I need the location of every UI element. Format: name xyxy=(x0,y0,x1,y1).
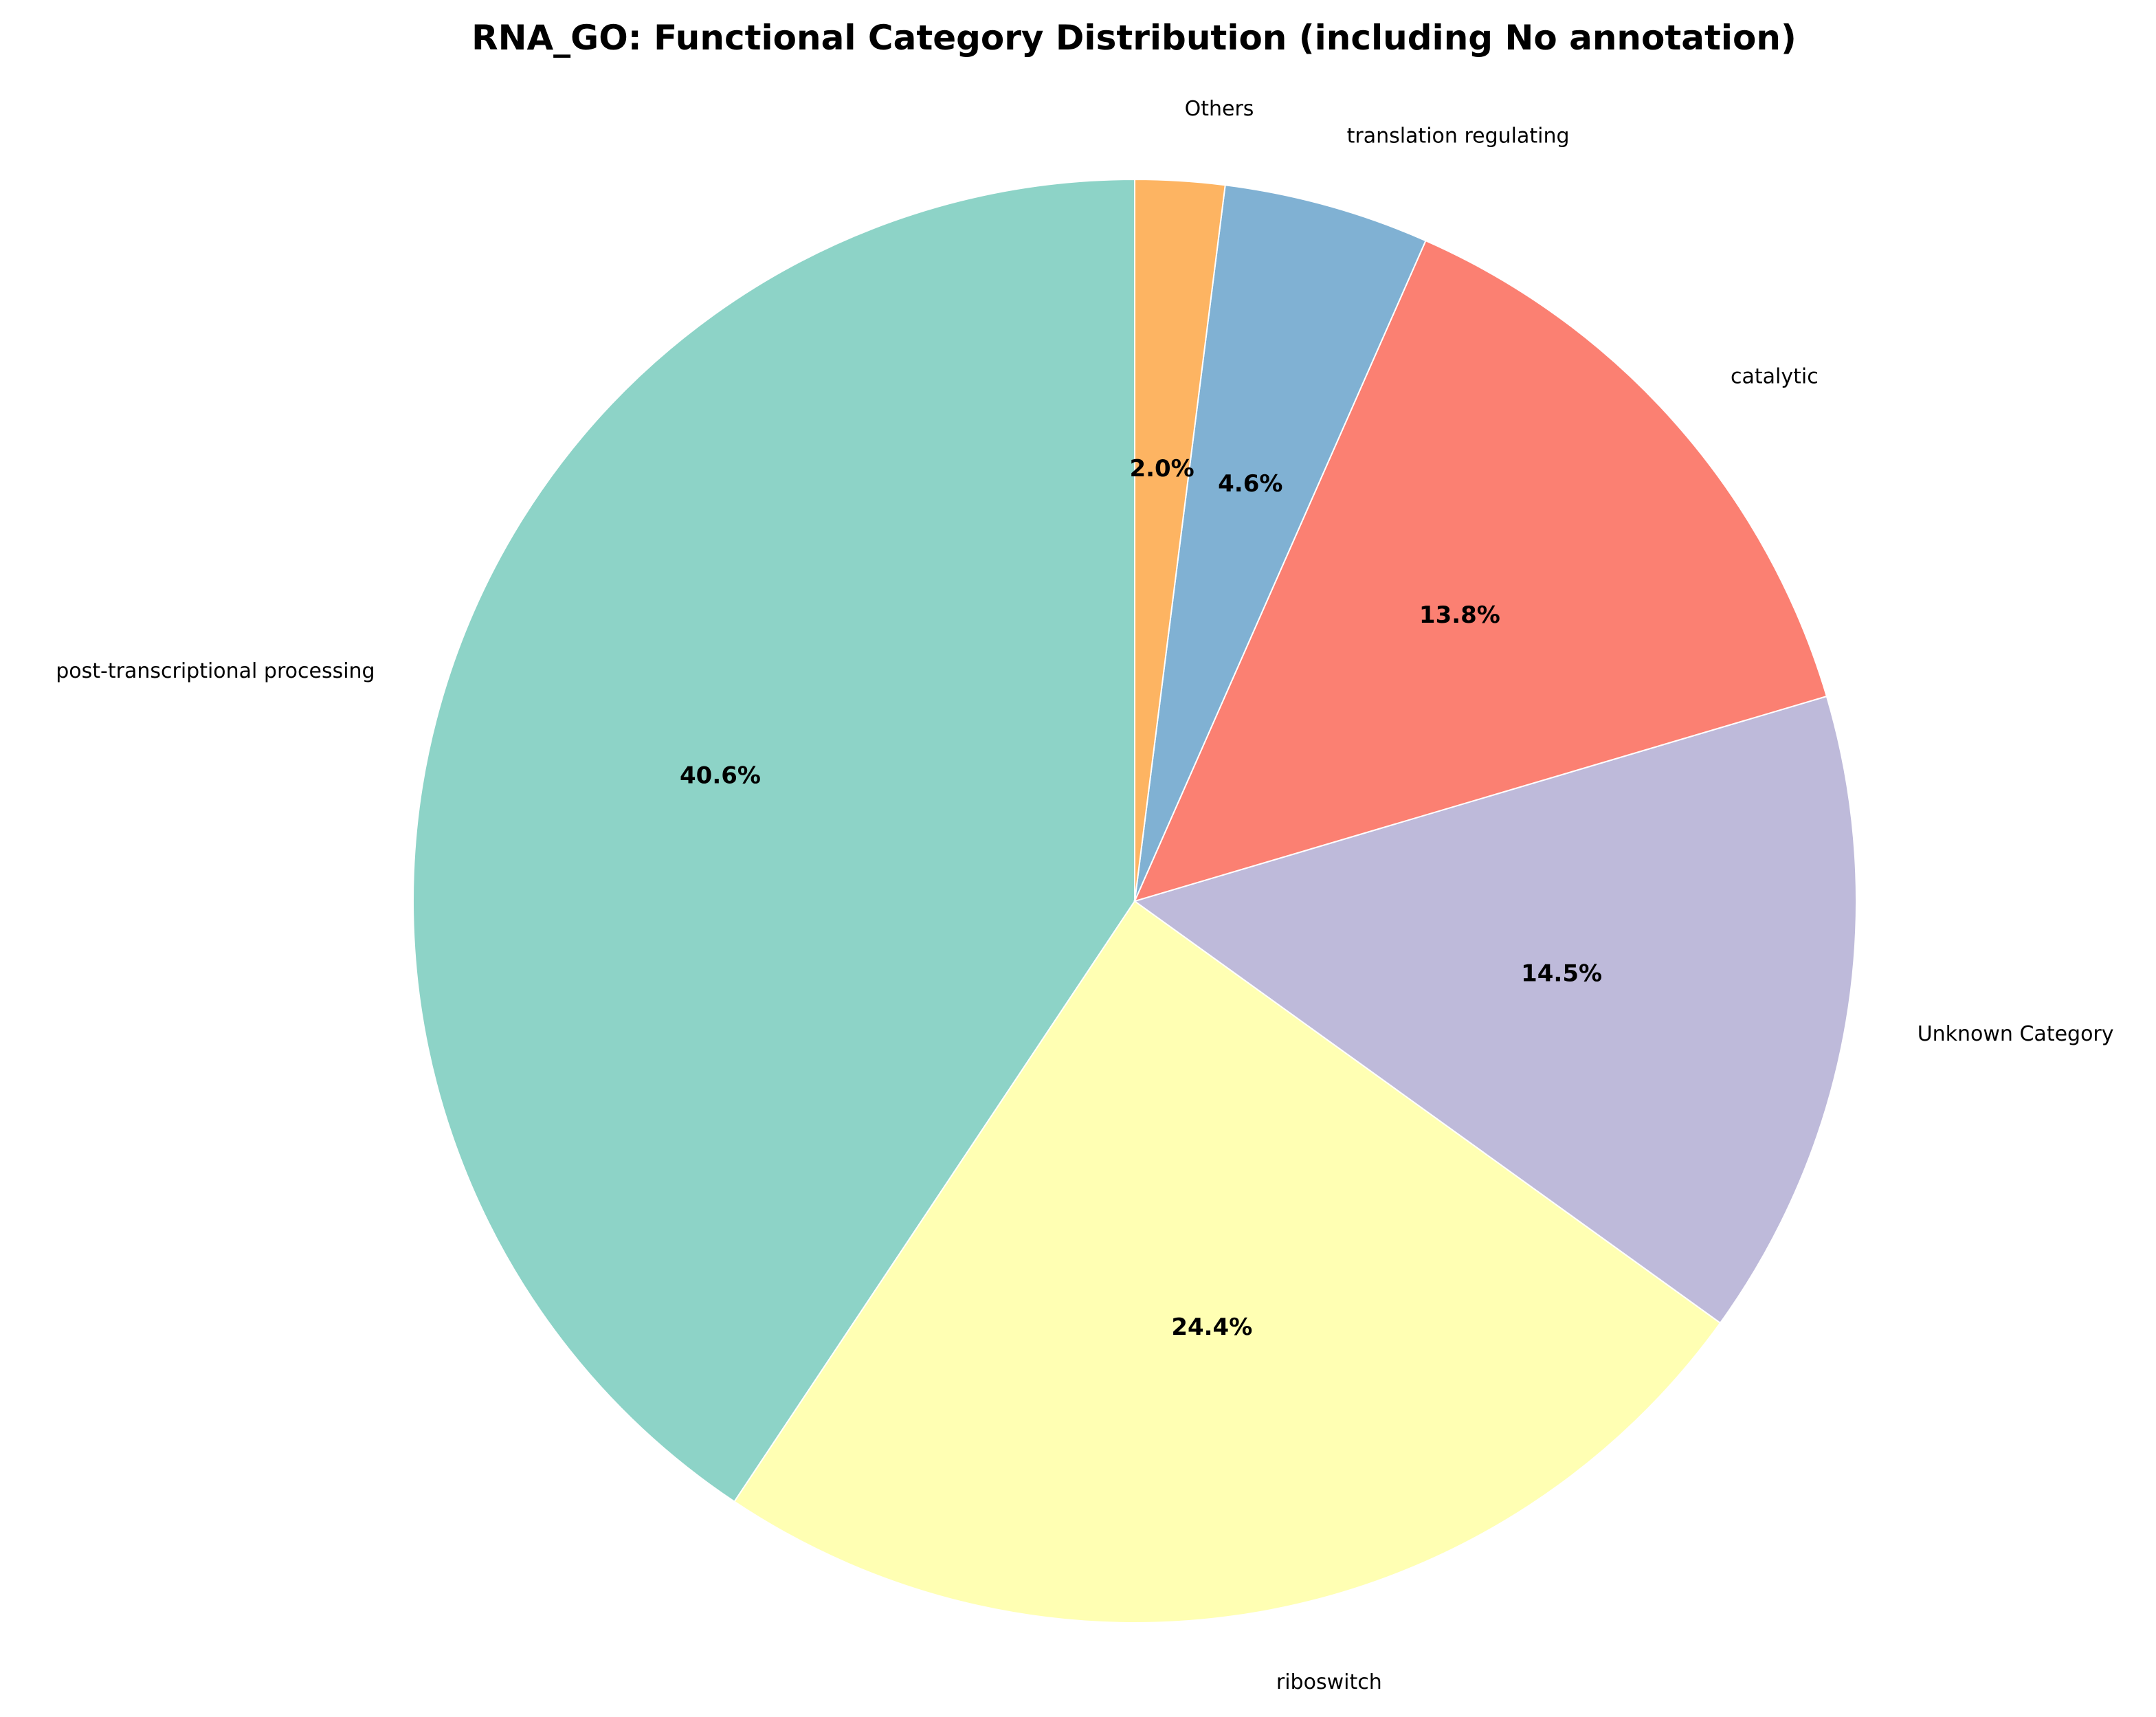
chart-title: RNA_GO: Functional Category Distribution… xyxy=(471,18,1797,58)
pie-slice-translation-regulating xyxy=(1134,184,1427,902)
pie-slices xyxy=(412,178,1857,1624)
slice-percent-translation-regulating: 4.6% xyxy=(1218,470,1282,498)
slice-label-catalytic: catalytic xyxy=(1731,364,1819,388)
pie-slice-catalytic xyxy=(1133,239,1828,902)
slice-percent-riboswitch: 24.4% xyxy=(1171,1314,1252,1341)
slice-label-post-transcriptional-processing: post-transcriptional processing xyxy=(56,659,375,683)
slice-percent-post-transcriptional-processing: 40.6% xyxy=(680,762,761,789)
slice-label-translation-regulating: translation regulating xyxy=(1347,124,1570,148)
pie-slice-others xyxy=(1134,178,1226,902)
slice-label-unknown-category: Unknown Category xyxy=(1918,1022,2114,1046)
slice-percent-catalytic: 13.8% xyxy=(1419,601,1500,629)
pie-labels: post-transcriptional processing 40.6% ribo… xyxy=(56,97,2113,1694)
slice-label-riboswitch: riboswitch xyxy=(1276,1670,1382,1694)
slice-percent-others: 2.0% xyxy=(1129,455,1194,483)
pie-slice-unknown-category xyxy=(1133,695,1857,1325)
pie-slice-riboswitch xyxy=(733,900,1722,1624)
slice-label-others: Others xyxy=(1185,97,1254,121)
slice-percent-unknown-category: 14.5% xyxy=(1521,960,1602,988)
